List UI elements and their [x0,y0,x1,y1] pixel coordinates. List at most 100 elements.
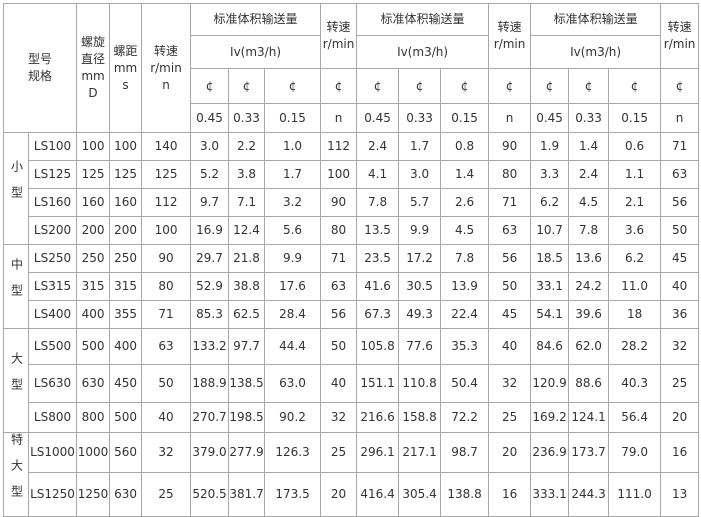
value-cell: 28.4 [264,300,322,329]
value-cell-text: 6.2 [625,251,645,265]
table-row: LS315 315 315 80 52.9 38.8 17.6 63 41.6 30.5 13.9 5… [4,272,700,301]
value-cell-text: 80 [158,279,174,293]
value-cell-text: 105.8 [360,339,395,353]
value-cell: 79.0 [608,432,662,473]
value-cell: 173.5 [264,471,322,517]
speed-unit-text: n [675,110,684,125]
value-cell-text: 41.6 [364,279,391,293]
fill-factor-text: 0.33 [406,110,433,125]
value-cell: 21.8 [228,244,266,273]
value-cell-text: 2.4 [579,167,599,181]
value-cell-text: 244.3 [571,486,606,501]
value-cell-text: 71 [330,251,347,265]
value-cell: 16 [660,432,700,473]
value-cell-text: 100 [154,223,178,237]
value-cell: 12.4 [228,216,266,245]
value-cell-text: 5.7 [410,195,430,209]
value-cell-text: 56 [501,251,518,265]
model-cell-text: LS500 [33,339,72,353]
symbol-text: ¢ [334,78,343,93]
symbol-text: ¢ [415,78,424,93]
value-cell: 40 [141,402,192,433]
value-cell: 105.8 [356,328,400,365]
value-cell-text: 62.0 [575,339,602,353]
symbol-text: ¢ [242,78,251,93]
group-label-text: 特大型 [9,433,24,512]
value-cell-text: 72.2 [451,410,478,424]
value-cell-text: 5.6 [282,223,303,237]
speed-header-text: 转速 [154,43,179,58]
value-cell-text: 138.5 [229,376,264,390]
spec-table: 型号 规格 螺旋 直径 mm D 螺距 mm s 转速 r/min n 标准体积输送量 转速 r/min 标准… [2,3,700,517]
value-cell: 158.8 [398,402,442,433]
table-row: 特大型 LS1000 1000 560 32 379.0 277.9 126.3 25 296.1… [3,432,700,517]
value-cell-text: 16 [501,486,518,501]
value-cell-text: 40.3 [621,376,648,390]
model-cell: LS500 [27,328,78,365]
value-cell-text: 4.5 [455,223,475,237]
value-cell-text: 1.4 [455,167,475,181]
value-cell-text: 80 [501,167,518,181]
value-cell: 38.8 [228,272,266,301]
speed-header-text: 转速 [326,20,351,34]
value-cell-text: 0.6 [625,139,645,153]
value-cell-text: 45 [501,307,518,321]
value-cell-text: 169.2 [532,410,567,424]
value-cell: 50 [320,328,358,365]
group-label: 中型 [3,244,29,329]
value-cell-text: 1.4 [579,139,599,153]
value-cell: 1.4 [568,132,610,161]
value-cell-text: 200 [81,223,105,237]
value-cell-text: 44.4 [279,339,306,353]
value-cell-text: 67.3 [364,307,391,321]
value-cell: 244.3 [568,471,610,517]
value-cell-text: 416.4 [360,486,395,501]
value-cell-text: 3.0 [410,167,430,181]
value-cell: 67.3 [356,300,400,329]
value-cell-text: 630 [81,376,105,390]
value-cell: 5.6 [264,216,322,245]
model-cell-text: LS1250 [30,486,75,501]
value-cell: 6.2 [530,188,570,217]
value-cell-text: 250 [114,251,137,265]
value-cell: 85.3 [190,300,230,329]
flow-title-text: 标准体积输送量 [213,12,298,26]
value-cell: 71 [488,188,532,217]
value-cell-text: 63 [158,339,174,353]
value-cell-text: 20 [330,486,347,501]
value-cell: 72.2 [440,402,490,433]
value-cell: 1.0 [264,132,322,161]
value-cell: 296.1 [356,432,400,473]
value-cell-text: 110.8 [402,376,437,390]
value-cell: 97.7 [228,328,266,365]
value-cell: 71 [141,300,192,329]
model-cell: LS200 [27,216,78,245]
value-cell: 100 [320,160,358,189]
symbol: ¢ [530,68,570,104]
value-cell: 50 [660,216,700,245]
value-cell: 1.9 [530,132,570,161]
value-cell: 50 [141,364,192,403]
value-cell: 7.8 [356,188,400,217]
value-cell: 44.4 [264,328,322,365]
fill-factor: 0.45 [530,103,570,133]
value-cell-text: 12.4 [233,223,260,237]
value-cell: 39.6 [568,300,610,329]
symbol-text: ¢ [545,78,554,93]
value-cell-text: 9.7 [199,195,220,209]
value-cell: 98.7 [440,432,490,473]
value-cell-text: 500 [114,410,137,424]
value-cell: 7.8 [440,244,490,273]
value-cell: 217.1 [398,432,442,473]
value-cell: 630 [109,471,143,517]
value-cell: 25 [488,402,532,433]
value-cell: 9.9 [398,216,442,245]
value-cell-text: 32 [330,410,347,424]
value-cell: 3.3 [530,160,570,189]
value-cell: 138.5 [228,364,266,403]
value-cell: 32 [141,432,192,473]
value-cell-text: 125 [154,167,178,181]
value-cell-text: 111.0 [617,486,652,501]
value-cell-text: 140 [154,139,178,153]
value-cell: 500 [76,328,111,365]
